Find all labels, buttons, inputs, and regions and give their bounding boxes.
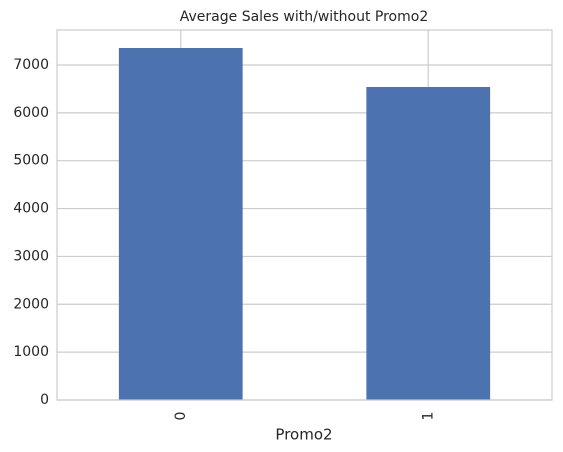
plot-frame bbox=[56, 29, 553, 401]
bar bbox=[118, 47, 243, 400]
y-tick-label: 0 bbox=[40, 392, 49, 408]
x-tick-label: 1 bbox=[420, 412, 436, 421]
x-axis-label: Promo2 bbox=[275, 426, 332, 444]
y-tick-label: 1000 bbox=[13, 344, 49, 360]
chart-title: Average Sales with/without Promo2 bbox=[180, 9, 428, 25]
bar bbox=[366, 87, 491, 400]
y-tick-label: 7000 bbox=[13, 57, 49, 73]
x-tick-label: 0 bbox=[173, 412, 189, 421]
y-tick-label: 2000 bbox=[13, 296, 49, 312]
y-tick-label: 6000 bbox=[13, 105, 49, 121]
y-tick-label: 3000 bbox=[13, 248, 49, 264]
y-tick-label: 4000 bbox=[13, 201, 49, 217]
y-tick-label: 5000 bbox=[13, 153, 49, 169]
